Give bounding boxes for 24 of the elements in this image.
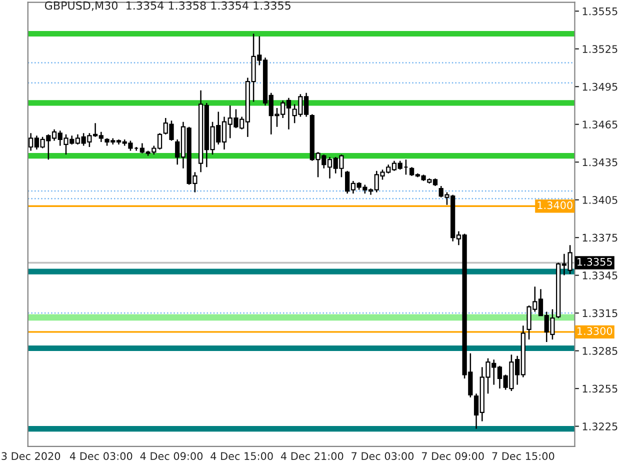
x-tick-label: 4 Dec 21:00 bbox=[280, 452, 344, 460]
y-tick-label: 1.3555 bbox=[582, 7, 618, 16]
x-tick-label: 7 Dec 15:00 bbox=[492, 452, 554, 460]
y-tick-label: 1.3495 bbox=[582, 82, 618, 91]
y-tick-label: 1.3345 bbox=[582, 272, 618, 280]
x-tick-label: 7 Dec 03:00 bbox=[352, 452, 414, 460]
y-tick-label: 1.3525 bbox=[582, 45, 618, 53]
y-tick-label: 1.3285 bbox=[582, 347, 618, 355]
ref-line-label: 1.3300 bbox=[578, 327, 612, 335]
y-tick-label: 1.3315 bbox=[582, 309, 618, 318]
ref-line-label: 1.3400 bbox=[538, 201, 572, 210]
x-tick-label: 4 Dec 09:00 bbox=[140, 452, 203, 460]
y-tick-label: 1.3435 bbox=[582, 158, 618, 166]
y-tick-label: 1.3375 bbox=[582, 234, 618, 242]
ref-line-label: 1.3355 bbox=[578, 258, 612, 266]
y-tick-label: 1.3465 bbox=[582, 120, 618, 128]
x-tick-label: 4 Dec 03:00 bbox=[70, 452, 132, 460]
y-tick-label: 1.3225 bbox=[582, 422, 618, 430]
x-tick-label: 7 Dec 09:00 bbox=[422, 452, 484, 460]
y-tick-label: 1.3255 bbox=[582, 384, 618, 393]
x-tick-label: 4 Dec 15:00 bbox=[210, 452, 273, 460]
y-tick-label: 1.3405 bbox=[582, 196, 618, 204]
x-tick-label: 3 Dec 2020 bbox=[2, 452, 60, 460]
chart-title: GBPUSD,M30 1.3354 1.3358 1.3354 1.3355 bbox=[44, 1, 290, 11]
